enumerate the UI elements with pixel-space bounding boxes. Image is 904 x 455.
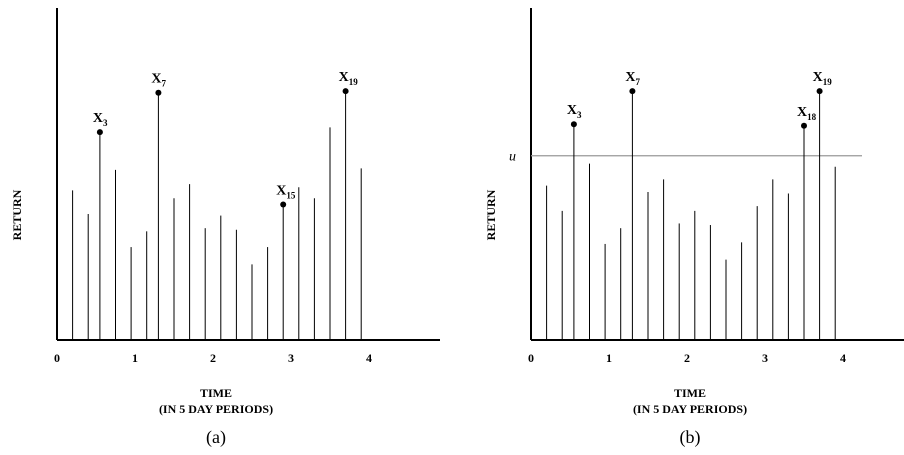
x-tick-label-1: 1 bbox=[606, 351, 612, 365]
peak-dot-x3 bbox=[96, 129, 103, 136]
x-axis-sublabel: (IN 5 DAY PERIODS) bbox=[633, 402, 747, 416]
x-tick-label-0: 0 bbox=[54, 351, 60, 365]
peak-dot-x15 bbox=[280, 201, 287, 208]
x-tick-label-0: 0 bbox=[528, 351, 534, 365]
peak-markers: X3 X7 X15 X19 bbox=[93, 70, 359, 208]
panel-label: (a) bbox=[206, 427, 226, 448]
peak-label-x7: X7 bbox=[151, 72, 166, 89]
x-tick-label-3: 3 bbox=[762, 351, 768, 365]
x-tick-labels: 0 1 2 3 4 bbox=[528, 351, 846, 365]
peak-dot-x19 bbox=[342, 88, 349, 95]
peak-label-x19: X19 bbox=[813, 70, 833, 87]
peak-dot-x3 bbox=[570, 121, 577, 128]
x-tick-label-1: 1 bbox=[132, 351, 138, 365]
peak-label-x3: X3 bbox=[567, 103, 582, 120]
y-axis-label: RETURN bbox=[484, 189, 498, 240]
peak-label-x3: X3 bbox=[93, 111, 108, 128]
peak-dot-x18 bbox=[801, 122, 807, 129]
peak-label-x18: X18 bbox=[797, 105, 817, 122]
y-axis-label: RETURN bbox=[10, 189, 24, 240]
panel-a: RETURN TIME (IN 5 DAY PERIODS) (a) 0 1 2 3 4… bbox=[10, 8, 440, 448]
x-tick-label-4: 4 bbox=[366, 351, 372, 365]
peak-label-x15: X15 bbox=[276, 184, 296, 201]
stems bbox=[546, 91, 836, 340]
peak-label-x7: X7 bbox=[625, 70, 640, 87]
peak-dot-x7 bbox=[629, 88, 636, 95]
x-axis-sublabel: (IN 5 DAY PERIODS) bbox=[159, 402, 273, 416]
threshold: u bbox=[509, 150, 862, 165]
stems bbox=[72, 91, 362, 340]
x-tick-labels: 0 1 2 3 4 bbox=[54, 351, 372, 365]
x-tick-label-3: 3 bbox=[288, 351, 294, 365]
x-tick-label-2: 2 bbox=[210, 351, 216, 365]
peak-dot-x19 bbox=[816, 88, 823, 95]
panel-b: RETURN TIME (IN 5 DAY PERIODS) (b) 0 1 2 3 4… bbox=[484, 8, 904, 448]
peak-dot-x7 bbox=[155, 89, 162, 96]
threshold-label: u bbox=[509, 150, 516, 165]
panel-label: (b) bbox=[680, 427, 701, 448]
x-axis-label: TIME bbox=[200, 386, 232, 400]
x-tick-label-2: 2 bbox=[684, 351, 690, 365]
x-tick-label-4: 4 bbox=[840, 351, 846, 365]
peak-markers: X3 X7 X18 X19 bbox=[567, 70, 832, 129]
x-axis-label: TIME bbox=[674, 386, 706, 400]
peak-label-x19: X19 bbox=[339, 70, 359, 87]
